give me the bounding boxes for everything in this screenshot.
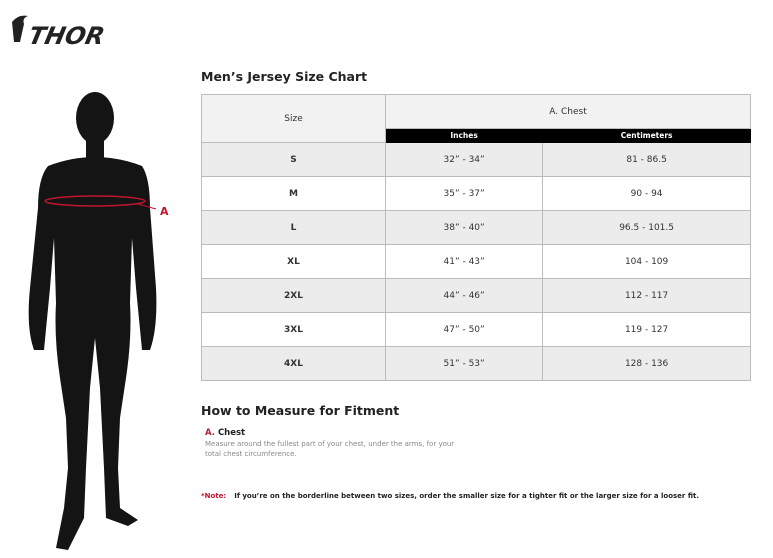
- table-row: XL 41” - 43” 104 - 109: [201, 244, 751, 279]
- size-cell: 4XL: [201, 346, 386, 381]
- size-cell: L: [201, 210, 386, 245]
- page-title: Men’s Jersey Size Chart: [201, 69, 368, 84]
- table-row: 3XL 47” - 50” 119 - 127: [201, 312, 751, 347]
- measure-item-desc: Measure around the fullest part of your …: [205, 440, 455, 458]
- cm-cell: 112 - 117: [542, 278, 751, 313]
- inches-cell: 47” - 50”: [384, 312, 544, 347]
- cm-cell: 81 - 86.5: [542, 142, 751, 177]
- svg-text:THOR: THOR: [26, 21, 107, 48]
- size-cell: M: [201, 176, 386, 211]
- chest-header: A. Chest: [385, 94, 751, 129]
- table-row: 4XL 51” - 53” 128 - 136: [201, 346, 751, 381]
- measure-heading: How to Measure for Fitment: [201, 403, 400, 418]
- body-silhouette: A: [28, 92, 169, 550]
- fit-note: *Note: If you’re on the borderline betwee…: [201, 492, 700, 500]
- thor-logo: THOR: [12, 15, 107, 48]
- cm-cell: 119 - 127: [542, 312, 751, 347]
- table-row: S 32” - 34” 81 - 86.5: [201, 142, 751, 177]
- marker-a: A: [160, 205, 169, 218]
- inches-cell: 51” - 53”: [384, 346, 544, 381]
- cm-cell: 90 - 94: [542, 176, 751, 211]
- measure-item-title: A. Chest: [205, 428, 246, 438]
- inches-header: Inches: [384, 128, 544, 143]
- size-cell: XL: [201, 244, 386, 279]
- cm-cell: 104 - 109: [542, 244, 751, 279]
- size-chart-table: Size A. Chest Inches Centimeters S 32” - …: [201, 94, 751, 381]
- inches-cell: 44” - 46”: [384, 278, 544, 313]
- table-row: M 35” - 37” 90 - 94: [201, 176, 751, 211]
- inches-cell: 32” - 34”: [384, 142, 544, 177]
- cm-header: Centimeters: [542, 128, 751, 143]
- table-row: L 38” - 40” 96.5 - 101.5: [201, 210, 751, 245]
- size-cell: 2XL: [201, 278, 386, 313]
- table-row: 2XL 44” - 46” 112 - 117: [201, 278, 751, 313]
- inches-cell: 38” - 40”: [384, 210, 544, 245]
- inches-cell: 41” - 43”: [384, 244, 544, 279]
- size-cell: 3XL: [201, 312, 386, 347]
- size-cell: S: [201, 142, 386, 177]
- inches-cell: 35” - 37”: [384, 176, 544, 211]
- cm-cell: 128 - 136: [542, 346, 751, 381]
- cm-cell: 96.5 - 101.5: [542, 210, 751, 245]
- size-header: Size: [201, 94, 386, 143]
